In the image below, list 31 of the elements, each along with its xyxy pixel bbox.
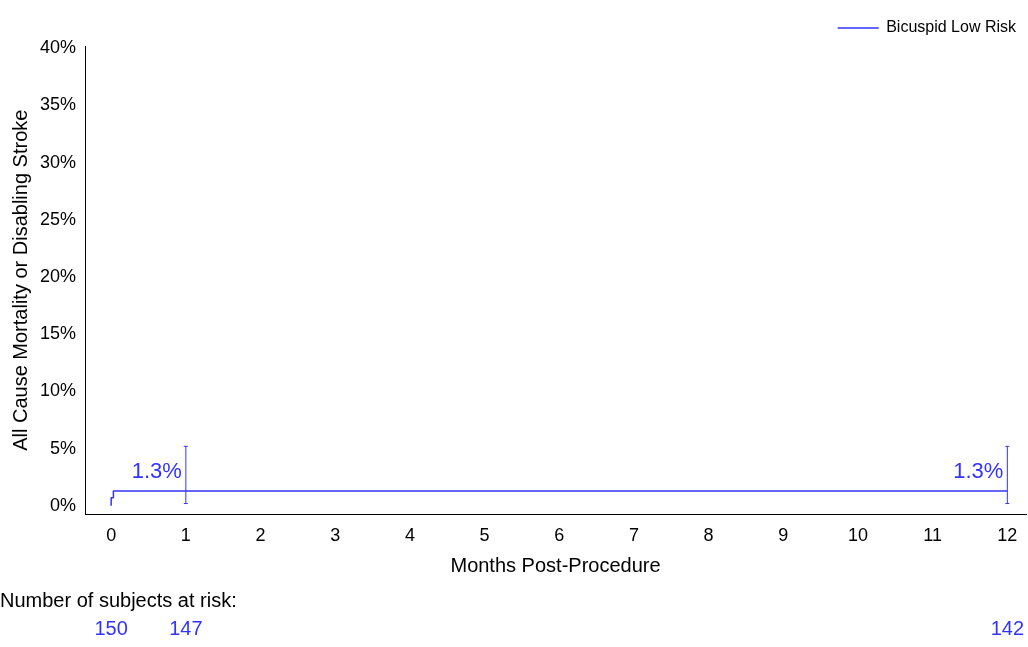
x-tick-label: 8 [703,525,714,546]
x-tick-label: 10 [847,525,868,546]
x-tick-label: 4 [404,525,415,546]
text: 150 [94,617,128,639]
y-tick-label: 40% [40,37,77,58]
y-tick-label: 35% [40,94,77,115]
x-tick-label: 9 [778,525,789,546]
y-tick-label: 20% [40,266,77,287]
y-tick-label: 10% [40,380,77,401]
x-tick-label: 2 [255,525,266,546]
x-axis-title: Months Post-Procedure [450,553,661,576]
x-tick-label: 7 [628,525,639,546]
y-tick-label: 5% [50,437,77,458]
x-tick-label: 12 [997,525,1018,546]
y-axis-title: All Cause Mortality or Disabling Stroke [8,109,31,451]
text: Number of subjects at risk: [0,589,237,611]
y-tick-label: 15% [40,323,77,344]
x-tick-label: 6 [554,525,565,546]
data-label: 1.3% [953,458,1004,484]
x-tick-label: 11 [923,525,942,546]
y-tick-label: 25% [40,208,77,229]
y-tick-label: 30% [40,151,77,172]
y-tick-label: 0% [50,494,77,515]
x-tick-label: 0 [106,525,117,546]
text: 147 [169,617,203,639]
legend-label: Bicuspid Low Risk [886,18,1017,36]
text: 142 [990,617,1025,639]
x-tick-label: 5 [479,525,490,546]
x-tick-label: 1 [180,525,191,546]
x-tick-label: 3 [330,525,341,546]
data-label: 1.3% [131,458,182,484]
